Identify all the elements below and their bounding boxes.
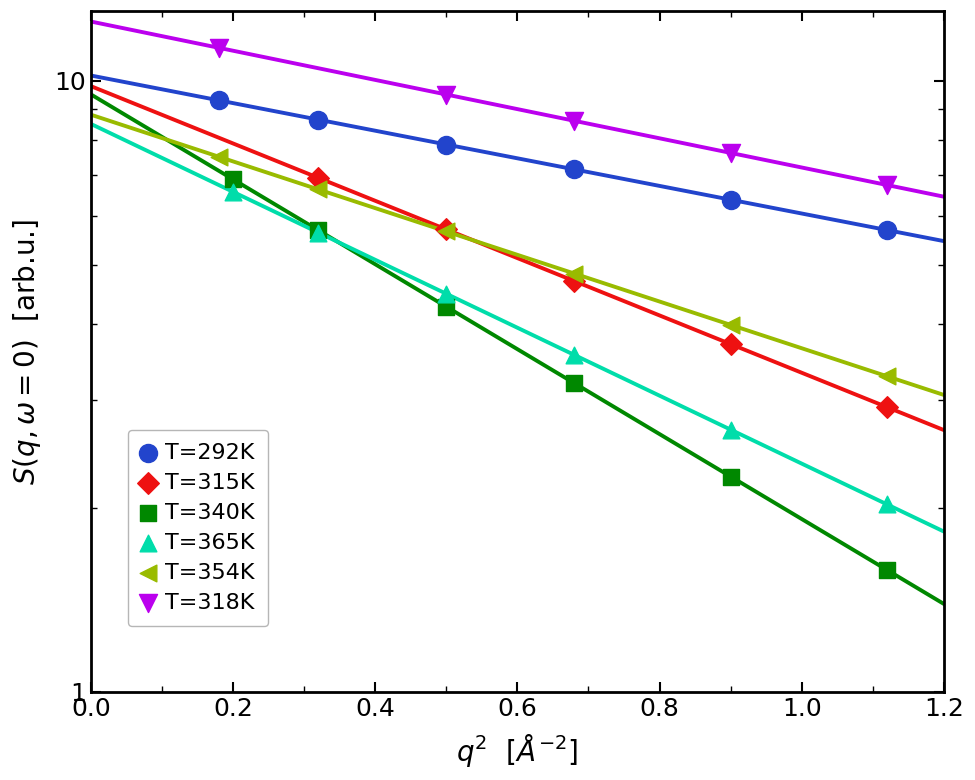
T=318K [722, 147, 738, 159]
T=315K [439, 223, 454, 236]
T=340K [722, 470, 738, 483]
T=340K [566, 377, 582, 389]
T=354K [310, 183, 326, 196]
T=318K [439, 88, 454, 101]
T=292K [310, 113, 326, 126]
T=340K [310, 224, 326, 236]
T=365K [879, 498, 895, 511]
T=292K [211, 94, 226, 107]
T=354K [211, 151, 226, 163]
T=318K [879, 179, 895, 191]
T=340K [439, 300, 454, 313]
T=315K [566, 275, 582, 287]
T=365K [722, 424, 738, 436]
T=354K [566, 268, 582, 280]
T=365K [439, 288, 454, 300]
T=354K [722, 319, 738, 332]
T=315K [879, 401, 895, 413]
X-axis label: $q^2$  [$\AA^{-2}$]: $q^2$ [$\AA^{-2}$] [456, 732, 578, 769]
T=365K [310, 226, 326, 239]
T=354K [439, 225, 454, 238]
T=340K [225, 173, 241, 186]
T=318K [211, 41, 226, 54]
T=292K [722, 193, 738, 206]
T=365K [566, 349, 582, 361]
Legend: T=292K, T=315K, T=340K, T=365K, T=354K, T=318K: T=292K, T=315K, T=340K, T=365K, T=354K, … [128, 430, 268, 626]
T=354K [879, 370, 895, 382]
T=315K [722, 338, 738, 350]
T=315K [310, 172, 326, 184]
T=318K [566, 115, 582, 127]
T=292K [879, 224, 895, 236]
Y-axis label: $S(q, \omega = 0)$  [arb.u.]: $S(q, \omega = 0)$ [arb.u.] [11, 218, 43, 484]
T=292K [439, 138, 454, 151]
T=340K [879, 564, 895, 576]
T=365K [225, 186, 241, 198]
T=292K [566, 163, 582, 176]
